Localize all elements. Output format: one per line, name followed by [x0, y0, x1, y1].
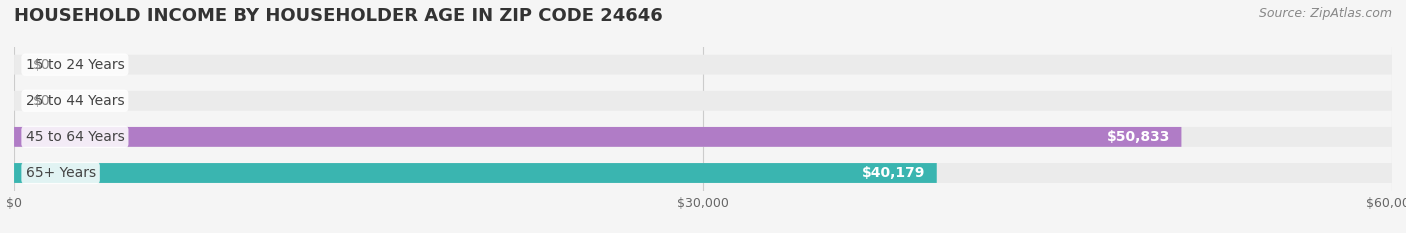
Text: $0: $0	[32, 58, 51, 72]
Text: HOUSEHOLD INCOME BY HOUSEHOLDER AGE IN ZIP CODE 24646: HOUSEHOLD INCOME BY HOUSEHOLDER AGE IN Z…	[14, 7, 662, 25]
FancyBboxPatch shape	[14, 127, 1392, 147]
FancyBboxPatch shape	[14, 163, 1392, 183]
Text: $50,833: $50,833	[1107, 130, 1170, 144]
Text: 15 to 24 Years: 15 to 24 Years	[25, 58, 124, 72]
FancyBboxPatch shape	[14, 55, 1392, 75]
Text: Source: ZipAtlas.com: Source: ZipAtlas.com	[1258, 7, 1392, 20]
FancyBboxPatch shape	[14, 163, 936, 183]
Text: 45 to 64 Years: 45 to 64 Years	[25, 130, 124, 144]
FancyBboxPatch shape	[14, 91, 1392, 111]
Text: 65+ Years: 65+ Years	[25, 166, 96, 180]
Text: $0: $0	[32, 94, 51, 108]
Text: $40,179: $40,179	[862, 166, 925, 180]
Text: 25 to 44 Years: 25 to 44 Years	[25, 94, 124, 108]
FancyBboxPatch shape	[14, 127, 1181, 147]
